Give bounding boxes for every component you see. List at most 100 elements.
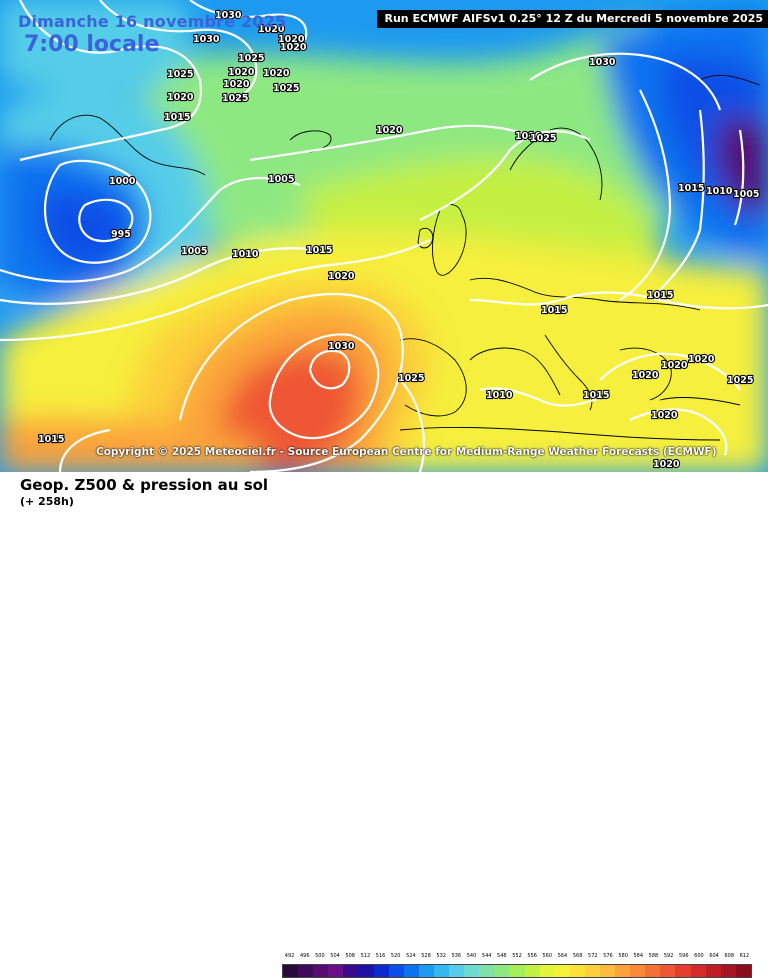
legend-value: 536 bbox=[451, 953, 461, 959]
legend-value: 556 bbox=[527, 953, 537, 959]
legend-value: 592 bbox=[664, 953, 674, 959]
legend-value: 500 bbox=[315, 953, 325, 959]
legend-value: 540 bbox=[467, 953, 477, 959]
legend-swatch bbox=[509, 965, 524, 977]
legend-swatch bbox=[494, 965, 509, 977]
isobar-label: 1020 bbox=[263, 68, 290, 79]
legend-value: 548 bbox=[497, 953, 507, 959]
isobar-label: 1015 bbox=[583, 390, 609, 401]
legend-swatch bbox=[449, 965, 464, 977]
legend-swatch bbox=[525, 965, 540, 977]
isobar-label: 1005 bbox=[268, 174, 294, 185]
legend-value: 608 bbox=[724, 953, 734, 959]
legend-swatch bbox=[630, 965, 645, 977]
isobar-label: 1030 bbox=[193, 34, 220, 45]
legend-swatch bbox=[328, 965, 343, 977]
isobar-label: 1020 bbox=[376, 125, 403, 136]
legend-swatch bbox=[343, 965, 358, 977]
legend-swatch bbox=[479, 965, 494, 977]
isobar-label: 1010 bbox=[706, 186, 733, 197]
model-run-label: Run ECMWF AIFSv1 0.25° 12 Z du Mercredi … bbox=[377, 10, 768, 28]
isobar-label: 1010 bbox=[486, 390, 513, 401]
legend-value: 532 bbox=[436, 953, 446, 959]
legend-value: 528 bbox=[421, 953, 431, 959]
legend-value: 564 bbox=[557, 953, 567, 959]
legend-swatch bbox=[389, 965, 404, 977]
legend-swatch bbox=[313, 965, 328, 977]
isobar-label: 995 bbox=[111, 229, 131, 240]
isobar-label: 1020 bbox=[661, 360, 688, 371]
legend-swatch bbox=[600, 965, 615, 977]
legend-swatch bbox=[298, 965, 313, 977]
isobar-label: 1000 bbox=[109, 176, 136, 187]
legend-value: 568 bbox=[573, 953, 583, 959]
isobar-label: 1025 bbox=[222, 93, 248, 104]
footer: Geop. Z500 & pression au sol (+ 258h) 49… bbox=[0, 472, 768, 512]
legend-swatch bbox=[540, 965, 555, 977]
legend-bar bbox=[282, 964, 752, 978]
isobar-label: 1025 bbox=[727, 375, 753, 386]
legend-value: 504 bbox=[330, 953, 340, 959]
legend-swatch bbox=[645, 965, 660, 977]
isobar-label: 1020 bbox=[688, 354, 715, 365]
isobar-label: 1020 bbox=[223, 79, 250, 90]
legend-swatch bbox=[615, 965, 630, 977]
legend-swatch bbox=[358, 965, 373, 977]
legend-swatch bbox=[570, 965, 585, 977]
legend-swatch bbox=[283, 965, 298, 977]
legend-swatch bbox=[721, 965, 736, 977]
legend-value: 588 bbox=[648, 953, 658, 959]
legend-value: 524 bbox=[406, 953, 416, 959]
legend-value: 580 bbox=[618, 953, 628, 959]
isobar-label: 1015 bbox=[678, 183, 704, 194]
isobar-label: 1025 bbox=[530, 133, 556, 144]
legend-swatch bbox=[404, 965, 419, 977]
isobar-label: 1010 bbox=[232, 249, 259, 260]
legend-swatch bbox=[706, 965, 721, 977]
copyright-notice: Copyright © 2025 Meteociel.fr - Source E… bbox=[96, 446, 717, 458]
isobar-label: 1020 bbox=[280, 42, 307, 53]
legend-value: 496 bbox=[300, 953, 310, 959]
forecast-time: 7:00 locale bbox=[24, 32, 159, 57]
legend-swatch bbox=[555, 965, 570, 977]
legend-value: 512 bbox=[360, 953, 370, 959]
legend-swatch bbox=[374, 965, 389, 977]
legend-swatch bbox=[660, 965, 675, 977]
isobar-label: 1020 bbox=[228, 67, 255, 78]
legend-value: 600 bbox=[694, 953, 704, 959]
isobar-label: 1030 bbox=[589, 57, 616, 68]
legend-value: 520 bbox=[391, 953, 401, 959]
isobar-label: 1025 bbox=[167, 69, 193, 80]
legend-value: 596 bbox=[679, 953, 689, 959]
legend-value: 508 bbox=[345, 953, 355, 959]
lead-time: (+ 258h) bbox=[20, 495, 74, 508]
legend-swatch bbox=[736, 965, 751, 977]
isobar-label: 1020 bbox=[328, 271, 355, 282]
isobar-label: 1020 bbox=[632, 370, 659, 381]
legend-swatch bbox=[419, 965, 434, 977]
isobar-label: 1020 bbox=[651, 410, 678, 421]
forecast-date: Dimanche 16 novembre 2025 bbox=[18, 12, 286, 31]
legend-value: 560 bbox=[542, 953, 552, 959]
legend-value: 604 bbox=[709, 953, 719, 959]
legend-swatch bbox=[675, 965, 690, 977]
legend-value: 612 bbox=[739, 953, 749, 959]
isobar-label: 1005 bbox=[733, 189, 759, 200]
legend-value: 584 bbox=[633, 953, 643, 959]
map-canvas: 1030 1020 1030 1020 1020 1025 1025 1020 … bbox=[0, 0, 768, 472]
legend-swatch bbox=[691, 965, 706, 977]
isobar-label: 1020 bbox=[167, 92, 194, 103]
isobar-label: 1020 bbox=[653, 459, 680, 470]
isobar-label: 1015 bbox=[38, 434, 64, 445]
legend-value: 576 bbox=[603, 953, 613, 959]
isobar-label: 1025 bbox=[273, 83, 299, 94]
legend-value: 552 bbox=[512, 953, 522, 959]
legend-value: 572 bbox=[588, 953, 598, 959]
legend-value: 516 bbox=[376, 953, 386, 959]
isobar-label: 1030 bbox=[328, 341, 355, 352]
isobar-label: 1005 bbox=[181, 246, 207, 257]
isobar-label: 1015 bbox=[541, 305, 567, 316]
legend-swatch bbox=[464, 965, 479, 977]
